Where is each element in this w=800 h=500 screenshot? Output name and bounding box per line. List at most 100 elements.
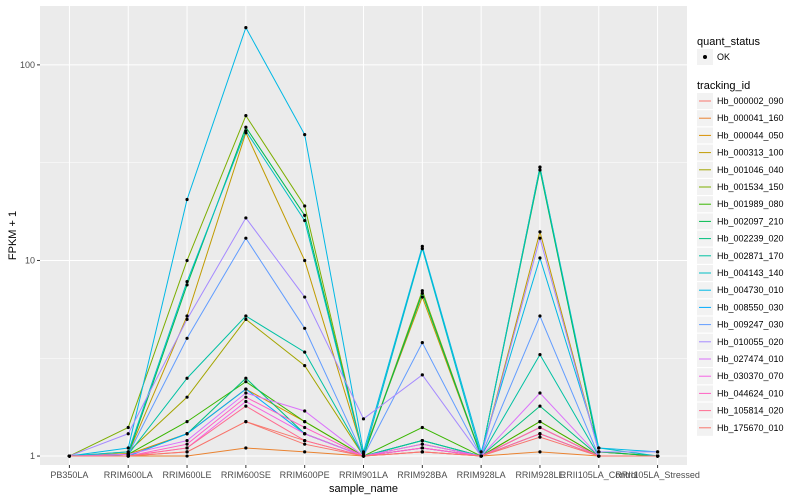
data-point [185,314,189,318]
data-point [361,454,366,458]
x-tick-label: RRIM600LA [104,470,153,480]
x-tick-label: RRII105LA_Stressed [615,470,700,480]
legend-color-label: Hb_000313_100 [717,148,784,158]
legend-color-label: Hb_027474_010 [717,354,784,364]
x-tick-label: RRIM600SE [221,470,271,480]
grid-lines [40,6,687,465]
data-point [420,425,424,430]
data-point [538,168,542,172]
data-point [126,454,130,458]
x-axis-title: sample_name [329,483,398,495]
data-point [303,326,307,330]
data-point [538,425,542,430]
data-point [597,450,601,454]
x-tick-label: RRIM600PE [280,470,330,480]
data-point [185,450,189,454]
legend-color-label: Hb_010055_020 [717,337,784,347]
data-point [244,317,248,321]
data-point [303,295,307,299]
data-point [420,446,424,450]
data-point [185,258,189,263]
data-point [538,256,542,260]
data-point [244,236,248,240]
data-point [303,438,307,443]
data-point [420,295,424,299]
data-point [244,391,248,395]
data-point [420,244,424,249]
legend-color-label: Hb_105814_020 [717,406,784,416]
data-point [303,258,307,263]
data-point [538,404,542,408]
legend: quant_status tracking_id OK Hb_000002_090… [697,36,784,436]
x-tick-label: RRIM928BA [397,470,447,480]
data-point [655,454,660,458]
data-point [244,399,248,404]
data-point [67,454,72,458]
data-point [185,317,189,321]
data-point [538,432,542,436]
data-point [303,350,307,354]
legend-shape-label: OK [717,52,730,62]
data-point [420,438,424,443]
legend-color-label: Hb_004143_140 [717,268,784,278]
legend-color-label: Hb_001989_080 [717,199,784,209]
x-tick-label: PB350LA [50,470,88,480]
data-point [185,442,189,446]
data-point [538,165,542,169]
data-point [303,204,307,208]
data-point [361,450,366,454]
data-point [303,432,307,436]
data-point [303,218,307,223]
data-point [538,236,542,240]
data-point [538,435,542,439]
data-point [185,432,189,436]
legend-color-label: Hb_009247_030 [717,320,784,330]
data-point [244,387,248,391]
x-tick-label: RRIM928LE [515,470,564,480]
data-point [597,446,601,450]
data-point [185,454,189,458]
data-point [597,454,601,458]
data-point [303,425,307,430]
data-point [244,446,248,450]
x-tick-label: RRII105LA_Control [560,470,638,480]
x-tick-label: RRIM600LE [163,470,212,480]
data-point [420,246,424,251]
data-point [655,450,660,454]
data-point [538,230,542,234]
data-point [420,373,424,377]
legend-color-label: Hb_001046_040 [717,165,784,175]
legend-color-label: Hb_000044_050 [717,130,784,140]
data-point [303,409,307,413]
data-point [244,395,248,399]
legend-color-label: Hb_000002_090 [717,96,784,106]
legend-shape-title: quant_status [697,36,760,48]
legend-color-label: Hb_002097_210 [717,216,784,226]
data-point [244,380,248,384]
data-point [420,442,424,446]
data-point [244,216,248,220]
data-point [303,450,307,454]
data-point [185,446,189,450]
data-point [185,283,189,287]
data-point [479,454,483,458]
legend-color-label: Hb_002871_170 [717,251,784,261]
data-point [244,114,248,118]
data-point [420,289,424,293]
data-point [244,314,248,318]
y-axis-title: FPKM + 1 [7,211,19,260]
data-point [185,279,189,284]
data-point [244,404,248,408]
data-point [303,133,307,137]
data-point [420,291,424,295]
data-point [303,213,307,217]
data-point [303,364,307,368]
legend-color-label: Hb_044624_010 [717,388,784,398]
x-tick-label: RRIM901LA [339,470,388,480]
data-point [185,376,189,380]
data-point [185,420,189,424]
y-tick-label: 10 [25,255,35,265]
data-point [538,353,542,357]
x-tick-label: RRIM928LA [457,470,506,480]
